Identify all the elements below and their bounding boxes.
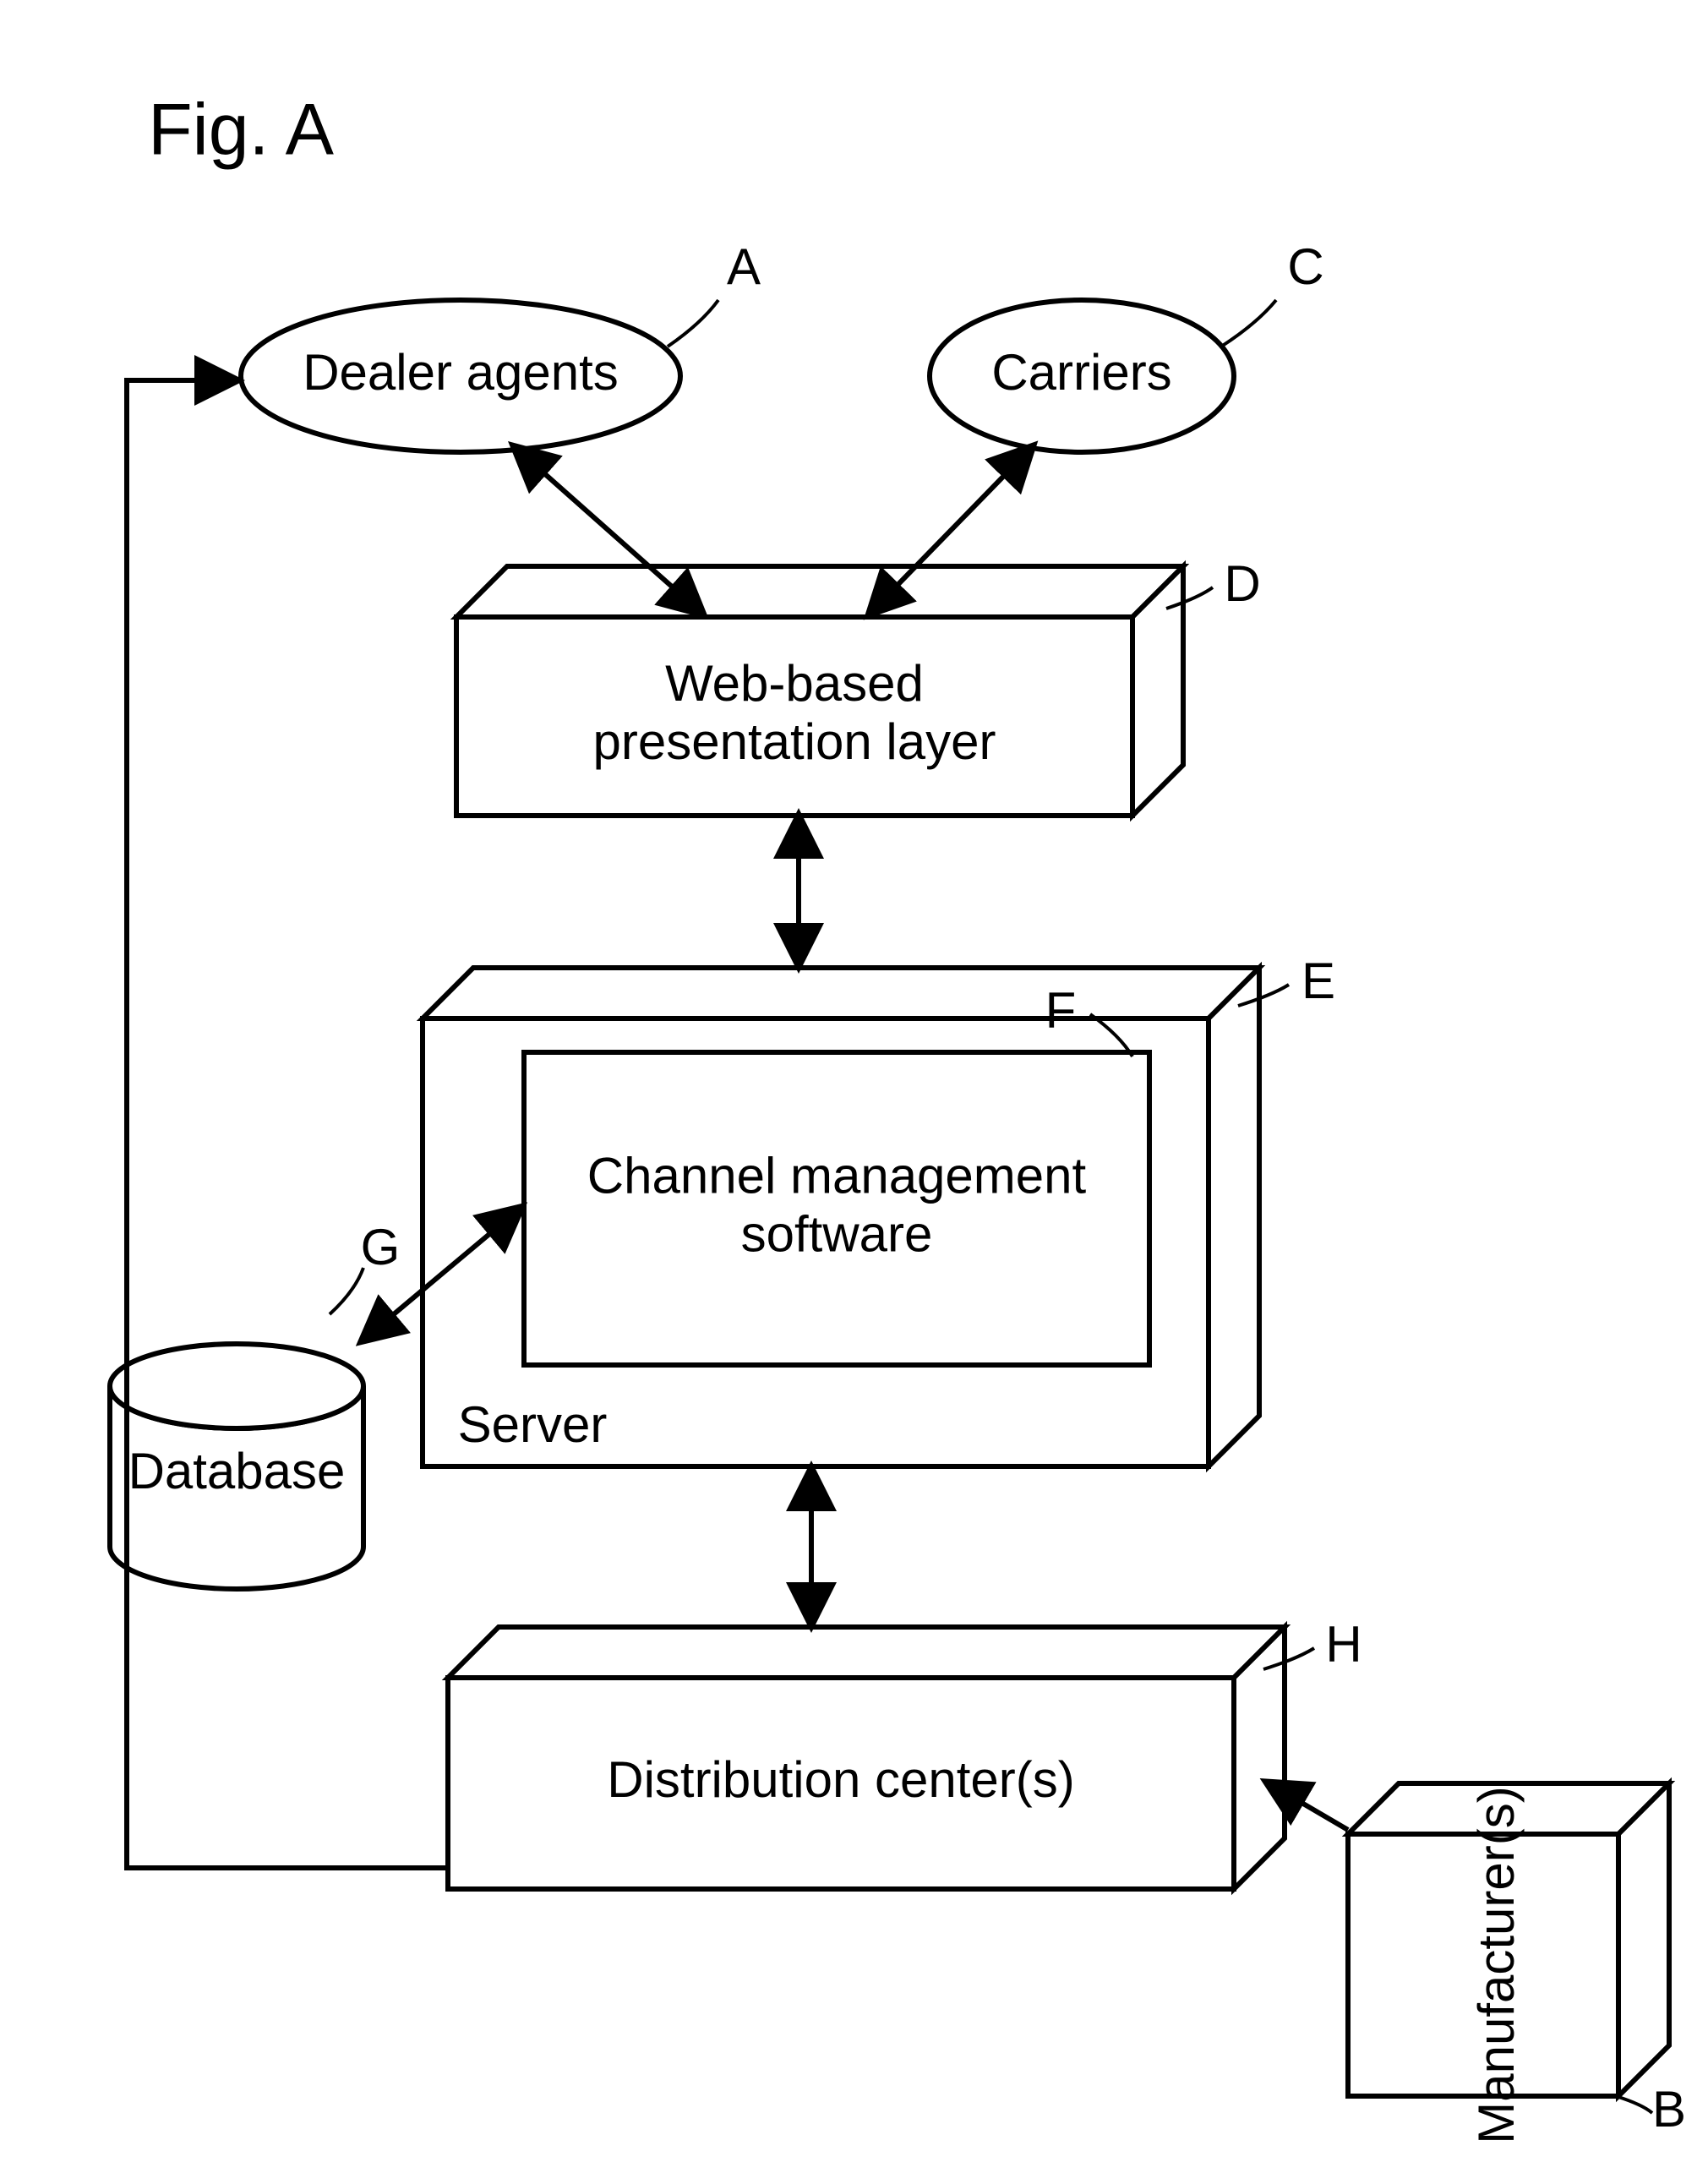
dealer-agents-callout: A <box>727 238 761 295</box>
carriers-callout: C <box>1287 238 1323 295</box>
server-label: Server <box>458 1396 608 1453</box>
carriers-label: Carriers <box>991 344 1171 401</box>
manufacturer-callout: B <box>1652 2081 1686 2138</box>
diagram-stage: { "figure": { "title": "Fig. A", "title_… <box>0 0 1708 2184</box>
manufacturer-label: Manufacturer(s) <box>1468 1786 1525 2143</box>
edge-distribution-center-dealer-agents <box>127 380 448 1868</box>
server-callout: E <box>1301 953 1335 1009</box>
dealer-agents-callout-leader <box>668 300 718 347</box>
database-label: Database <box>128 1443 346 1499</box>
channel-mgmt-label-0: Channel management <box>587 1147 1087 1204</box>
presentation-layer-callout: D <box>1224 555 1260 612</box>
figure-title: Fig. A <box>148 90 335 171</box>
presentation-layer-label-0: Web-based <box>665 655 924 712</box>
dealer-agents-label: Dealer agents <box>303 344 619 401</box>
distribution-center-callout: H <box>1325 1616 1361 1673</box>
presentation-layer-label-1: presentation layer <box>593 713 996 770</box>
diagram-svg: Fig. A Dealer agents A Carriers C Web-basedpr… <box>0 0 1708 2184</box>
database-callout: G <box>361 1219 401 1275</box>
channel-mgmt-callout: F <box>1045 982 1077 1039</box>
distribution-center-label-0: Distribution center(s) <box>607 1751 1075 1808</box>
channel-mgmt-label-1: software <box>741 1205 933 1262</box>
manufacturer-callout-leader <box>1616 2096 1652 2113</box>
database-callout-leader <box>330 1268 363 1314</box>
carriers-callout-leader <box>1221 300 1276 347</box>
